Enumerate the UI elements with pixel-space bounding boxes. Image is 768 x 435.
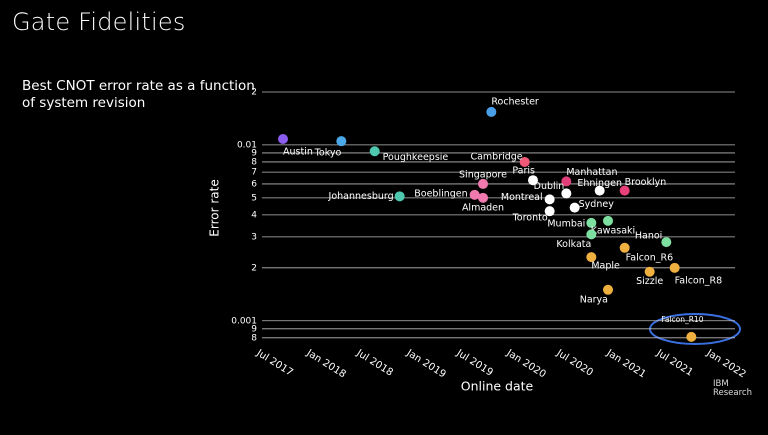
x-tick-label: Jul 2017 xyxy=(254,347,295,378)
data-point xyxy=(619,242,630,253)
point-label: Dublin xyxy=(534,181,565,192)
point-label: Mumbai xyxy=(547,218,585,229)
y-tick-label: 9 xyxy=(251,148,257,158)
point-label: Poughkeepsie xyxy=(383,152,449,163)
data-point xyxy=(586,229,597,240)
x-tick-label: Jan 2019 xyxy=(404,347,448,380)
y-tick-label: 3 xyxy=(251,232,257,242)
y-tick-label: 8 xyxy=(251,157,257,167)
point-label: Kolkata xyxy=(556,239,591,250)
logo-line: Research xyxy=(713,388,752,398)
data-point xyxy=(644,266,655,277)
data-point xyxy=(278,134,288,145)
point-label: Sydney xyxy=(579,199,615,210)
x-tick-label: Jan 2020 xyxy=(504,347,548,380)
x-tick-label: Jan 2021 xyxy=(604,347,648,380)
data-point xyxy=(669,262,680,273)
data-point xyxy=(369,146,380,157)
data-point xyxy=(544,194,555,205)
data-point xyxy=(528,175,538,186)
data-point xyxy=(519,156,530,167)
data-point xyxy=(336,136,347,147)
data-point xyxy=(486,106,497,117)
x-tick-label: Jul 2021 xyxy=(654,347,695,378)
data-point xyxy=(569,202,580,213)
point-label: Manhattan xyxy=(566,167,617,178)
x-tick-label: Jul 2018 xyxy=(354,347,395,378)
point-label: Brooklyn xyxy=(625,177,667,188)
y-tick-label: 9 xyxy=(251,324,257,334)
y-tick-label: 5 xyxy=(251,193,257,203)
x-tick-label: Jan 2018 xyxy=(304,347,348,380)
chart-subtitle: Best CNOT error rate as a function of sy… xyxy=(22,78,255,111)
y-tick-label: 0.001 xyxy=(231,316,257,326)
point-label: Johannesburg xyxy=(328,191,394,202)
point-label: Narya xyxy=(580,294,608,305)
data-point xyxy=(394,191,405,202)
logo-line: IBM xyxy=(713,379,729,389)
x-tick-label: Jan 2022 xyxy=(704,347,748,380)
logo: IBM Research xyxy=(713,380,752,398)
y-tick-label: 4 xyxy=(251,210,257,220)
data-point xyxy=(619,185,630,196)
point-label: Falcon_R10 xyxy=(661,315,704,324)
data-point xyxy=(478,192,488,203)
point-label: Almaden xyxy=(462,202,504,213)
data-point xyxy=(594,185,605,196)
data-point xyxy=(586,252,597,263)
point-label: Boeblingen xyxy=(414,188,467,199)
data-point xyxy=(561,176,572,187)
data-point xyxy=(469,189,480,200)
x-axis-label: Online date xyxy=(461,379,534,394)
point-label: Hanoi xyxy=(635,231,662,242)
point-label: Sizzle xyxy=(636,276,663,287)
y-tick-label: 8 xyxy=(251,333,257,343)
point-label: Maple xyxy=(591,261,620,272)
point-label: Rochester xyxy=(491,96,539,107)
data-point xyxy=(544,206,555,217)
y-axis-label: Error rate xyxy=(208,179,222,236)
point-label: Montreal xyxy=(501,192,543,203)
point-label: Kawasaki xyxy=(591,225,635,236)
slide-title: Gate Fidelities xyxy=(12,8,186,36)
data-point xyxy=(603,215,613,226)
point-label: Paris xyxy=(512,166,535,177)
point-label: Singapore xyxy=(459,169,507,180)
point-label: Austin xyxy=(283,147,313,158)
y-tick-label: 7 xyxy=(251,168,257,178)
point-label: Falcon_R6 xyxy=(626,252,674,263)
y-tick-label: 2 xyxy=(251,263,257,273)
data-point xyxy=(478,178,488,189)
point-label: Ehningen xyxy=(577,178,622,189)
data-point xyxy=(586,217,597,228)
point-label: Toronto xyxy=(512,213,548,224)
x-tick-label: Jul 2019 xyxy=(454,347,495,378)
data-point xyxy=(561,188,572,199)
y-tick-label: 2 xyxy=(251,87,257,97)
y-tick-label: 6 xyxy=(251,179,257,189)
data-point xyxy=(686,331,697,342)
data-point xyxy=(661,237,672,248)
y-tick-label: 0.01 xyxy=(237,140,257,150)
x-tick-label: Jul 2020 xyxy=(554,347,595,378)
data-point xyxy=(603,284,613,295)
point-label: Cambridge xyxy=(470,151,522,162)
point-label: Tokyo xyxy=(314,148,342,159)
point-label: Falcon_R8 xyxy=(675,275,723,286)
